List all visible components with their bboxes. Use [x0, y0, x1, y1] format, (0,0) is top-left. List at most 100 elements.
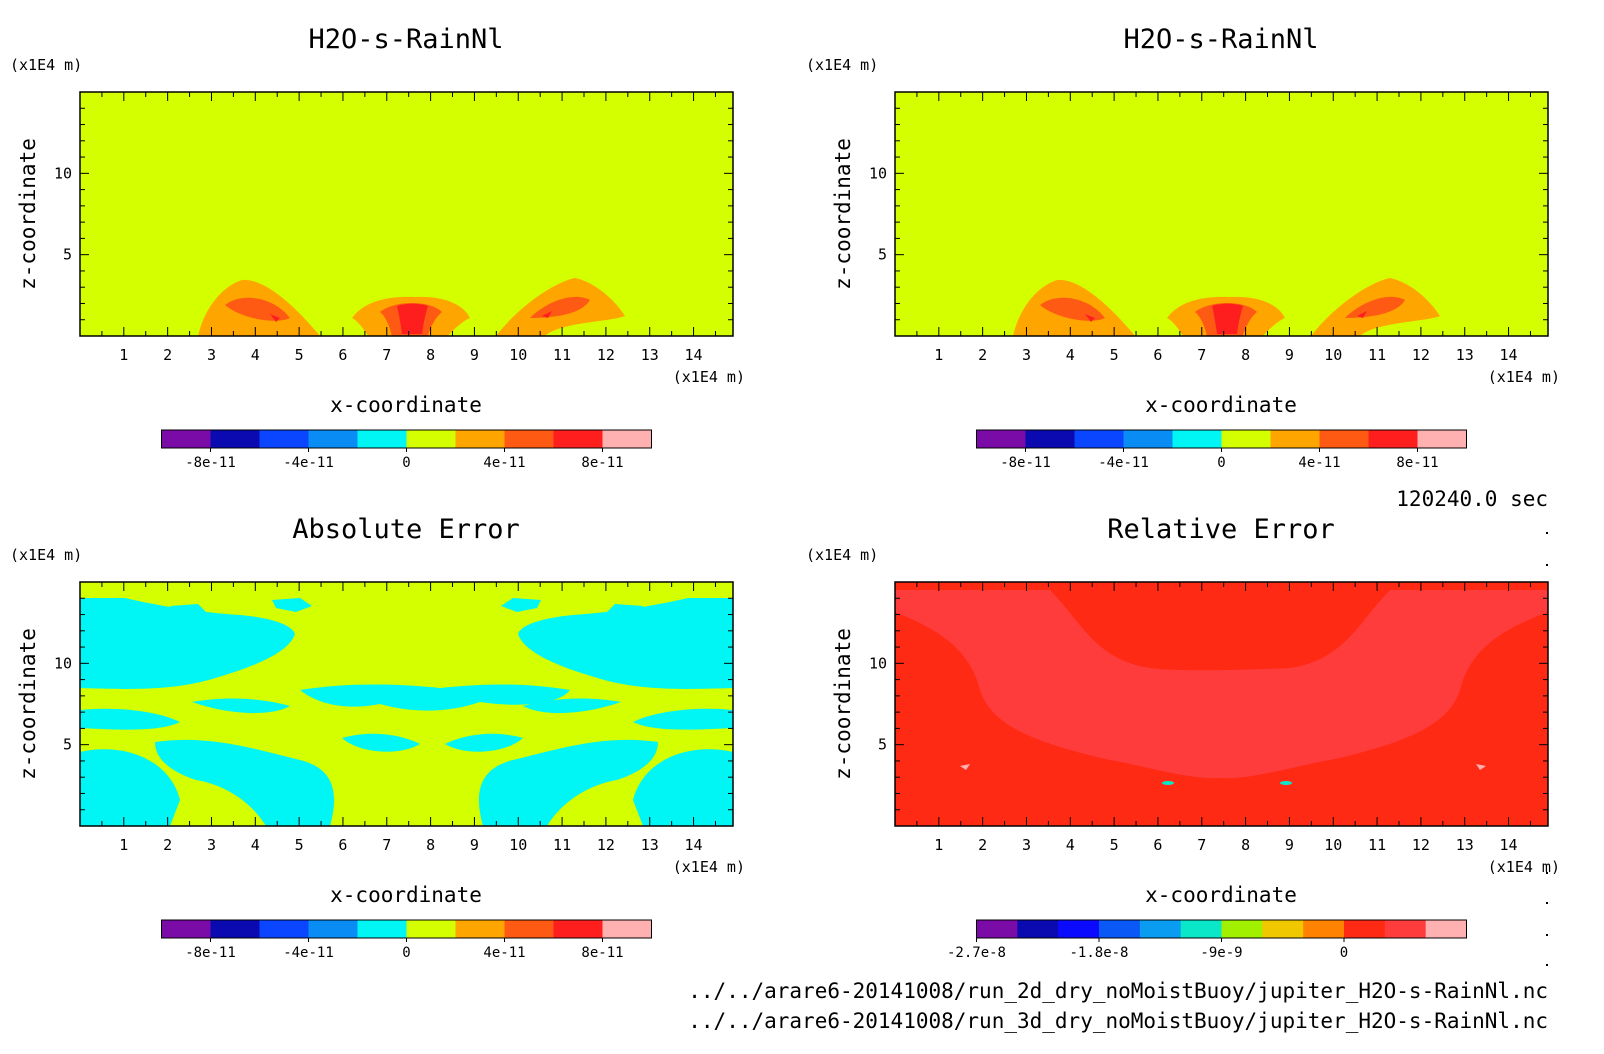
x-tick-label: 1	[934, 346, 943, 364]
x-tick-label: 5	[1110, 836, 1119, 854]
colorbar-swatch	[357, 920, 407, 938]
x-tick-label: 5	[295, 346, 304, 364]
file-path-3d: ../../arare6-20141008/run_3d_dry_noMoist…	[688, 1009, 1548, 1033]
colorbar-swatch	[602, 430, 652, 448]
separator-dots	[1546, 532, 1548, 966]
y-ticks: 5 10	[869, 107, 1548, 321]
contour-region-8e-11	[397, 303, 428, 334]
contour-field	[80, 92, 733, 336]
x-unit-label: (x1E4 m)	[673, 858, 745, 876]
colorbar-swatch	[1180, 920, 1222, 938]
colorbar-tick-label: -8e-11	[185, 455, 236, 471]
x-ticks: 1 2 3 4 5 6 7 8 9 10 11 12 13 14	[916, 92, 1531, 364]
colorbar-swatch	[259, 920, 309, 938]
colorbar-tick-label: 0	[1217, 455, 1225, 471]
x-tick-label: 8	[426, 346, 435, 364]
colorbar-swatch	[455, 920, 505, 938]
colorbar-swatch	[1017, 920, 1059, 938]
x-tick-label: 14	[685, 836, 703, 854]
panel-bottom-left: Absolute Error (x1E4 m) 1 2 3 4 5 6 7 8 9 10 11 12 1…	[10, 514, 745, 961]
colorbar: -8e-11 -4e-11 0 4e-11 8e-11	[976, 429, 1467, 471]
x-tick-label: 10	[509, 346, 527, 364]
y-unit-label: (x1E4 m)	[806, 56, 878, 74]
contour-region-pos	[960, 764, 970, 770]
colorbar-tick-label: 0	[1340, 945, 1348, 961]
x-tick-label: 14	[1500, 346, 1518, 364]
x-tick-label: 9	[470, 836, 479, 854]
x-tick-label: 14	[1500, 836, 1518, 854]
x-tick-label: 8	[1241, 836, 1250, 854]
y-tick-label: 10	[54, 654, 72, 672]
x-ticks: 1 2 3 4 5 6 7 8 9 10 11 12 13 14	[101, 92, 716, 364]
plot-frame	[894, 91, 1549, 337]
colorbar-swatch	[976, 430, 1026, 448]
y-tick-label: 5	[63, 246, 72, 264]
x-tick-label: 12	[1412, 346, 1430, 364]
colorbar-swatch	[1270, 430, 1320, 448]
x-tick-label: 10	[1324, 836, 1342, 854]
x-unit-label: (x1E4 m)	[673, 368, 745, 386]
colorbar-swatch	[406, 430, 456, 448]
x-tick-label: 10	[509, 836, 527, 854]
colorbar-swatch	[1425, 920, 1467, 938]
colorbar-swatch	[1058, 920, 1100, 938]
x-tick-label: 6	[1153, 836, 1162, 854]
colorbar-tick-label: 8e-11	[1396, 455, 1438, 471]
contour-region-neg-1e-11	[300, 684, 570, 711]
x-tick-label: 2	[163, 346, 172, 364]
contour-region-neg-1e-11	[633, 749, 733, 826]
contour-field	[80, 582, 733, 826]
x-tick-label: 2	[978, 836, 987, 854]
x-tick-label: 8	[426, 836, 435, 854]
panel-title: Absolute Error	[292, 514, 520, 545]
contour-region-8e-11	[1357, 311, 1367, 318]
colorbar-tick-label: 4e-11	[483, 455, 525, 471]
colorbar-swatch	[259, 430, 309, 448]
contour-region-neg-1e-11	[478, 739, 658, 826]
x-tick-label: 11	[553, 836, 571, 854]
colorbar-swatch	[504, 430, 554, 448]
dot	[1546, 564, 1548, 566]
contour-region-pos	[1476, 764, 1486, 770]
colorbar-swatch	[210, 430, 260, 448]
colorbar-tick-label: 4e-11	[1298, 455, 1340, 471]
x-ticks: 1 2 3 4 5 6 7 8 9 10 11 12 13 14	[916, 582, 1531, 854]
x-tick-label: 11	[1368, 836, 1386, 854]
colorbar-tick-label: -4e-11	[1098, 455, 1149, 471]
colorbar-swatch	[161, 920, 211, 938]
colorbar-tick-label: -9e-9	[1200, 945, 1242, 961]
x-ticks: 1 2 3 4 5 6 7 8 9 10 11 12 13 14	[101, 582, 716, 854]
colorbar-tick-label: 4e-11	[483, 945, 525, 961]
x-tick-label: 4	[1066, 346, 1075, 364]
x-axis-label: x-coordinate	[1145, 393, 1297, 417]
colorbar-swatch	[357, 430, 407, 448]
colorbar-swatch	[1221, 430, 1271, 448]
x-tick-label: 13	[641, 836, 659, 854]
contour-region-neg-1e-11	[192, 698, 290, 714]
contour-region-neg-1e-11	[342, 733, 420, 752]
colorbar-swatch	[1074, 430, 1124, 448]
panel-title: H2O-s-RainNl	[1123, 24, 1318, 55]
colorbar-swatch	[1025, 430, 1075, 448]
time-label: 120240.0 sec	[1396, 487, 1548, 511]
x-tick-label: 5	[1110, 346, 1119, 364]
x-tick-label: 9	[1285, 836, 1294, 854]
x-tick-label: 6	[338, 346, 347, 364]
panel-top-left: H2O-s-RainNl (x1E4 m) 1 2 3 4 5 6 7 8 9 10 11 12 13 1…	[10, 24, 745, 471]
y-axis-label: z-coordinate	[831, 138, 855, 290]
contour-region-neg-1e-11	[170, 604, 206, 614]
colorbar-swatch	[553, 430, 603, 448]
x-tick-label: 6	[1153, 346, 1162, 364]
contour-region-neg-1e-11	[155, 739, 335, 826]
colorbar-swatch	[1303, 920, 1345, 938]
colorbar-tick-label: -4e-11	[283, 945, 334, 961]
contour-region-neg-1e-11	[80, 708, 180, 730]
plot-frame	[894, 581, 1549, 827]
colorbar-swatch	[1221, 920, 1263, 938]
plot-frame	[79, 91, 734, 337]
colorbar-swatch	[1319, 430, 1369, 448]
x-tick-label: 7	[382, 836, 391, 854]
colorbar: -8e-11 -4e-11 0 4e-11 8e-11	[161, 919, 652, 961]
x-tick-label: 4	[251, 836, 260, 854]
